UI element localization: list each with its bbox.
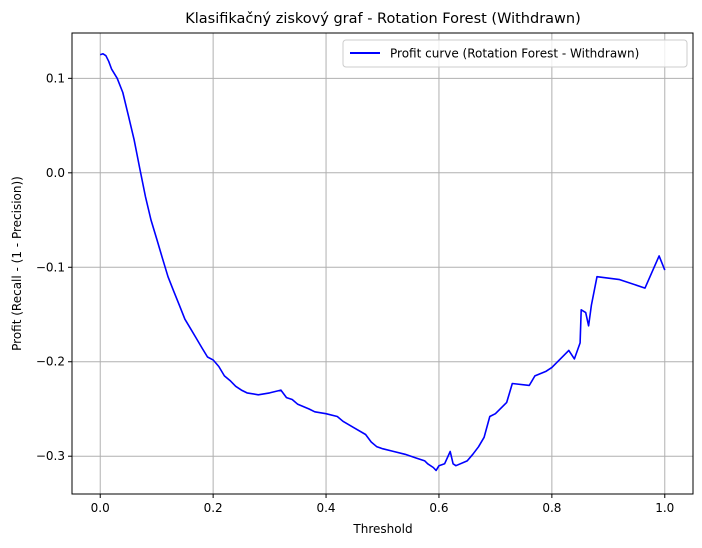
chart-title: Klasifikačný ziskový graf - Rotation For… bbox=[185, 11, 581, 27]
plot-area-frame bbox=[71, 32, 694, 495]
x-tick-label: 0.2 bbox=[204, 501, 223, 515]
y-tick-label: −0.3 bbox=[36, 449, 65, 463]
y-tick-label: 0.0 bbox=[46, 166, 65, 180]
legend-label: Profit curve (Rotation Forest - Withdraw… bbox=[390, 47, 639, 61]
series-layer bbox=[99, 52, 666, 472]
x-axis-label: Threshold bbox=[352, 522, 412, 536]
y-tick-label: −0.1 bbox=[36, 260, 65, 274]
legend: Profit curve (Rotation Forest - Withdraw… bbox=[342, 39, 688, 68]
x-tick-label: 0.8 bbox=[542, 501, 561, 515]
y-axis: 0.1 0.0 −0.1 −0.2 −0.3 bbox=[36, 71, 72, 463]
x-tick-label: 1.0 bbox=[655, 501, 674, 515]
y-axis-label: Profit (Recall - (1 - Precision)) bbox=[10, 176, 24, 351]
legend-box bbox=[342, 39, 688, 68]
y-tick-label: 0.1 bbox=[46, 71, 65, 85]
profit-curve-line bbox=[99, 52, 666, 472]
x-axis: 0.0 0.2 0.4 0.6 0.8 1.0 bbox=[91, 494, 674, 515]
x-tick-label: 0.0 bbox=[91, 501, 110, 515]
y-tick-label: −0.2 bbox=[36, 355, 65, 369]
x-tick-label: 0.6 bbox=[429, 501, 448, 515]
grid-lines bbox=[72, 33, 693, 494]
x-tick-label: 0.4 bbox=[316, 501, 335, 515]
